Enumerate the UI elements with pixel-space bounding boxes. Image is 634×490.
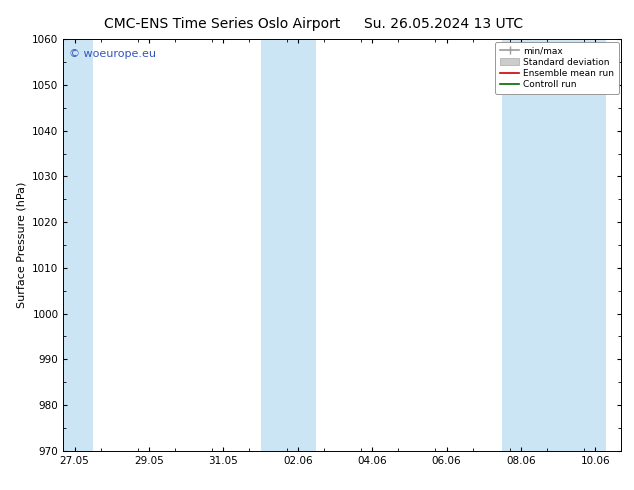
Text: © woeurope.eu: © woeurope.eu [69,49,156,59]
Bar [502,39,607,451]
Bar [63,39,93,451]
Bar [261,39,316,451]
Text: CMC-ENS Time Series Oslo Airport: CMC-ENS Time Series Oslo Airport [104,17,340,31]
Legend: min/max, Standard deviation, Ensemble mean run, Controll run: min/max, Standard deviation, Ensemble me… [495,42,619,94]
Y-axis label: Surface Pressure (hPa): Surface Pressure (hPa) [16,182,27,308]
Text: Su. 26.05.2024 13 UTC: Su. 26.05.2024 13 UTC [365,17,523,31]
